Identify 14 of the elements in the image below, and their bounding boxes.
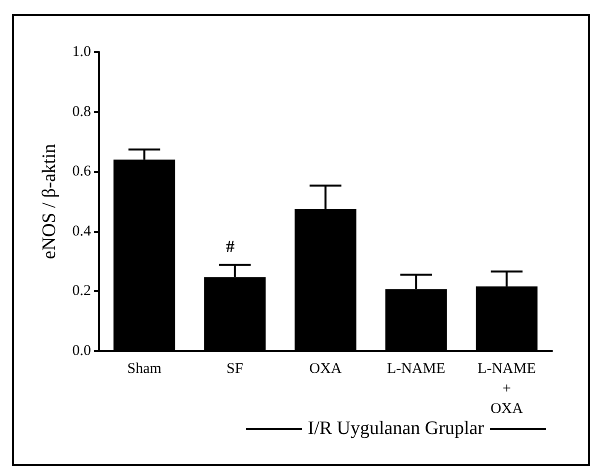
y-tick-label: 0.6 — [72, 164, 92, 180]
x-tick-label: L-NAME + OXA — [478, 361, 536, 417]
x-axis-title: I/R Uygulanan Gruplar — [308, 418, 484, 440]
y-axis-title: eNOS / β-aktin — [39, 143, 60, 260]
y-tick-label: 0.2 — [72, 283, 91, 300]
annotation: # — [226, 237, 235, 256]
y-tick-label: 0.8 — [72, 104, 91, 120]
x-tick-label: L-NAME — [386, 361, 446, 377]
x-tick-label: Sham — [127, 361, 162, 377]
y-tick-label: 0.0 — [72, 343, 91, 359]
x-tick-label: OXA — [309, 361, 342, 377]
y-tick-label: 0.4 — [72, 223, 92, 240]
x-tick-label: SF — [226, 361, 244, 377]
y-tick-label: 1.0 — [72, 44, 91, 60]
